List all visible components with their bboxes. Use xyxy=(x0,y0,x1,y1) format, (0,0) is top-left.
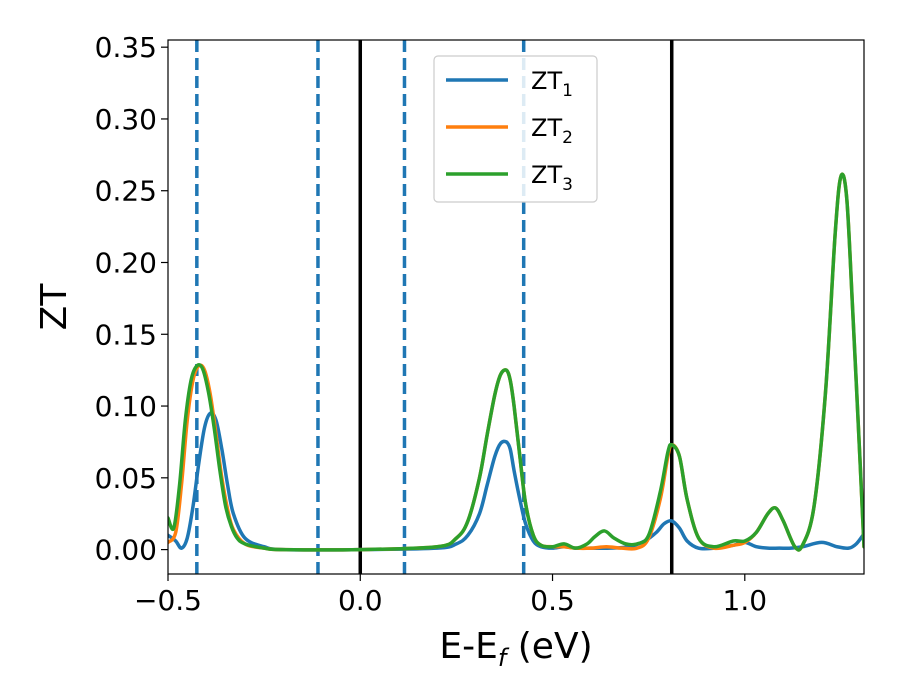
legend-label-zt3: ZT3 xyxy=(531,161,573,195)
x-axis-ticks: −0.5 0.0 0.5 1.0 xyxy=(134,574,767,617)
y-axis-title: ZT xyxy=(34,283,75,331)
y-tick-label: 0.30 xyxy=(95,103,157,136)
x-axis-title-unit: (eV) xyxy=(506,626,592,667)
series-line-zt1 xyxy=(168,411,864,552)
x-tick-label: 0.0 xyxy=(338,584,383,617)
reference-lines xyxy=(195,40,674,574)
x-axis-title: E-Ef (eV) xyxy=(439,626,592,672)
x-tick-label: 1.0 xyxy=(723,584,768,617)
series-line-zt3 xyxy=(168,172,864,552)
series-layer xyxy=(168,172,864,552)
x-tick-label: 0.5 xyxy=(530,584,575,617)
legend: ZT1 ZT2 ZT3 xyxy=(433,55,598,203)
y-tick-label: 0.15 xyxy=(95,318,157,351)
y-axis-ticks: 0.00 0.05 0.10 0.15 0.20 0.25 0.30 0.35 xyxy=(95,31,168,567)
y-tick-label: 0.05 xyxy=(95,462,157,495)
y-tick-label: 0.00 xyxy=(95,534,157,567)
y-tick-label: 0.10 xyxy=(95,390,157,423)
legend-label-zt2: ZT2 xyxy=(531,114,573,148)
plot-frame xyxy=(167,39,865,575)
x-axis-title-main: E-E xyxy=(439,626,497,667)
x-tick-label: −0.5 xyxy=(134,584,202,617)
legend-label-zt1: ZT1 xyxy=(531,67,573,101)
legend-box xyxy=(433,55,598,203)
y-tick-label: 0.25 xyxy=(95,175,157,208)
y-tick-label: 0.20 xyxy=(95,247,157,280)
y-tick-label: 0.35 xyxy=(95,31,157,64)
